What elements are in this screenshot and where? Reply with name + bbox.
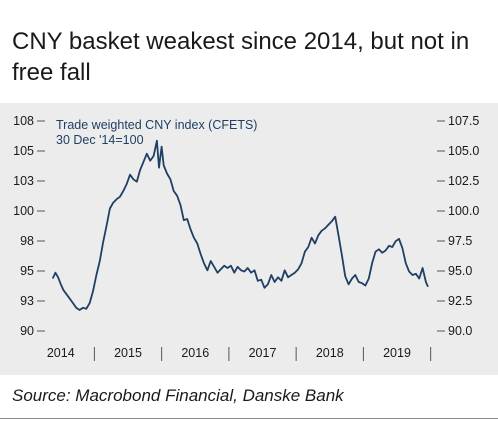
- left-tick-label: 98: [20, 234, 34, 248]
- left-tick-label: 93: [20, 294, 34, 308]
- x-tick-label: 2016: [181, 346, 209, 360]
- right-tick-label: 90.0: [448, 324, 472, 338]
- x-tick-label: 2019: [383, 346, 411, 360]
- x-tick-label: 2014: [47, 346, 75, 360]
- annotation-line-2: 30 Dec '14=100: [56, 133, 144, 147]
- right-tick-label: 105.0: [448, 144, 479, 158]
- x-tick-label: 2018: [316, 346, 344, 360]
- right-tick-label: 102.5: [448, 174, 479, 188]
- right-tick-label: 95.0: [448, 264, 472, 278]
- annotation-line-1: Trade weighted CNY index (CFETS): [56, 118, 257, 132]
- chart-plot: Trade weighted CNY index (CFETS) 30 Dec …: [13, 114, 479, 361]
- x-tick-label: 2017: [249, 346, 277, 360]
- bottom-divider: [0, 418, 498, 419]
- series-line: [51, 139, 429, 311]
- right-tick-label: 92.5: [448, 294, 472, 308]
- source-note: Source: Macrobond Financial, Danske Bank: [12, 386, 344, 405]
- left-tick-label: 103: [13, 174, 34, 188]
- left-tick-label: 100: [13, 204, 34, 218]
- left-tick-label: 108: [13, 114, 34, 128]
- right-tick-label: 97.5: [448, 234, 472, 248]
- left-tick-label: 105: [13, 144, 34, 158]
- left-tick-label: 95: [20, 264, 34, 278]
- right-tick-label: 100.0: [448, 204, 479, 218]
- chart-title: CNY basket weakest since 2014, but not i…: [12, 28, 470, 86]
- left-tick-label: 90: [20, 324, 34, 338]
- chart-panel: Trade weighted CNY index (CFETS) 30 Dec …: [0, 103, 498, 375]
- right-tick-label: 107.5: [448, 114, 479, 128]
- x-tick-label: 2015: [114, 346, 142, 360]
